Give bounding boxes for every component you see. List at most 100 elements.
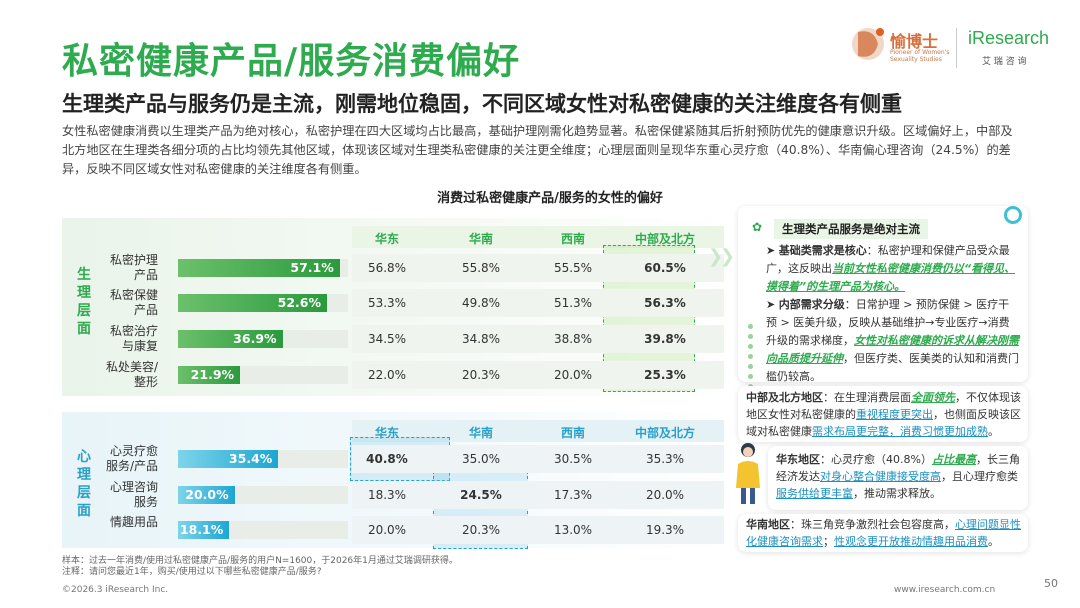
- bar: 21.9%: [178, 366, 241, 384]
- bar: 57.1%: [178, 259, 340, 277]
- column-header: 华南: [468, 232, 493, 246]
- insight-card4-hl1: 心理问题显性化健康咨询需求: [746, 518, 1021, 548]
- footnote-sample: 样本：过去一年消费/使用过私密健康产品/服务的用户N=1600，于2026年1月…: [62, 556, 458, 566]
- insight-card3-a: ：心灵疗愈（40.8%）: [820, 453, 932, 466]
- circle-deco-icon: [1004, 206, 1022, 224]
- yuboshi-logo-name: 愉博士: [890, 32, 939, 51]
- table-row: [352, 445, 724, 473]
- insight-card4-hl2: 性观念更开放推动情趣用品消费: [834, 535, 988, 548]
- table-cell: 19.3%: [645, 523, 685, 537]
- table-cell: 18.3%: [367, 488, 407, 502]
- insight-card2-b: ，不仅体现该地区女性对私密健康的: [746, 391, 1021, 421]
- insight-card1-p1-lead: 基础类需求是核心: [778, 244, 867, 257]
- table-row: [352, 254, 724, 282]
- row-label: 心灵疗愈 服务/产品: [105, 444, 158, 473]
- column-header: 中部及北方: [634, 426, 695, 440]
- row-label: 情趣用品: [109, 515, 158, 529]
- table-cell: 53.3%: [367, 296, 407, 310]
- page-subtitle: 生理类产品与服务仍是主流，刚需地位稳固，不同区域女性对私密健康的关注维度各有侧重: [62, 92, 902, 116]
- table-cell: 20.0%: [645, 488, 685, 502]
- bar: 18.1%: [178, 521, 230, 539]
- insight-card3-lead: 华东地区: [776, 453, 820, 466]
- table-cell: 25.3%: [644, 368, 686, 382]
- insight-card4-text: 华南地区：珠三角竞争激烈社会包容度高，心理问题显性化健康咨询需求；性观念更开放推…: [746, 516, 1022, 550]
- yuboshi-logo-sub2: Sexuality Studies: [890, 56, 942, 63]
- table-cell: 22.0%: [367, 368, 407, 382]
- bar: 52.6%: [178, 294, 328, 312]
- bar: 36.9%: [178, 330, 283, 348]
- decorative-dots-icon: [748, 324, 753, 389]
- insight-card3-text: 华东地区：心灵疗愈（40.8%）占比最高，长三角经济发达对身心整合健康接受度高，…: [776, 451, 1022, 502]
- row-label: 私处美容/ 整形: [105, 360, 158, 389]
- table-row: [352, 289, 724, 317]
- column-header: 华东: [374, 426, 399, 440]
- chevron-right-icon: ❯: [708, 246, 724, 267]
- copyright: ©2026.3 iResearch Inc.: [62, 585, 169, 595]
- row-label: 私密保健 产品: [109, 288, 158, 317]
- table-cell: 39.8%: [644, 332, 686, 346]
- insight-card2-text: 中部及北方地区：在生理消费层面全面领先，不仅体现该地区女性对私密健康的重视程度更…: [746, 389, 1022, 440]
- table-cell: 35.3%: [645, 452, 685, 466]
- table-cell: 20.3%: [461, 368, 501, 382]
- logo-divider: [956, 28, 957, 68]
- bar: 20.0%: [178, 486, 235, 504]
- insight-card2-hl2: 重视程度更突出: [856, 408, 933, 421]
- column-header: 华南: [468, 426, 493, 440]
- insight-card1-para1: ➤ 基础类需求是核心：私密护理和保健产品受众最广，这反映出当前女性私密健康消费仍…: [766, 244, 1016, 293]
- table-row: [352, 325, 724, 353]
- insight-card1-p2-b: ，但医疗类、医美类的认知和消费门槛仍较高。: [766, 352, 1019, 383]
- insight-card3-d: ，推动需求释放。: [853, 487, 941, 500]
- table-cell: 30.5%: [553, 452, 593, 466]
- page-title: 私密健康产品/服务消费偏好: [62, 41, 521, 82]
- insight-card2-lead: 中部及北方地区: [746, 391, 823, 404]
- table-cell: 55.8%: [461, 261, 501, 275]
- table-cell: 34.8%: [461, 332, 501, 346]
- website: www.iresearch.com.cn: [894, 585, 996, 595]
- table-cell: 40.8%: [366, 452, 408, 466]
- insight-card2-d: 。: [988, 425, 999, 438]
- insight-card1-p1-a: ：私密护理和保健产品受众最广，这反映出: [766, 244, 1010, 275]
- iresearch-logo-name: iResearch: [968, 28, 1050, 48]
- table-cell: 49.8%: [461, 296, 501, 310]
- insight-card1-para2: ➤ 内部需求分级：日常护理 > 预防保健 > 医疗干预 > 医美升级，反映从基础…: [766, 298, 1019, 383]
- insight-card-south: 华南地区：珠三角竞争激烈社会包容度高，心理问题显性化健康咨询需求；性观念更开放推…: [738, 514, 1028, 552]
- insight-card-north-central: 中部及北方地区：在生理消费层面全面领先，不仅体现该地区女性对私密健康的重视程度更…: [738, 386, 1028, 442]
- table-cell: 55.5%: [553, 261, 593, 275]
- insight-card1-text: ➤ 基础类需求是核心：私密护理和保健产品受众最广，这反映出当前女性私密健康消费仍…: [766, 242, 1020, 386]
- insight-card2-a: ：在生理消费层面: [823, 391, 911, 404]
- section-psychological-label: 心理层面: [77, 449, 91, 519]
- insight-card3-b: ，长三角经济发达: [776, 453, 1020, 483]
- insight-card1-p2-highlight: 女性对私密健康的诉求从解决刚需向品质提升延伸: [766, 334, 1019, 365]
- insight-card-physiological: ✿ 生理类产品服务是绝对主流 ➤ 基础类需求是核心：私密护理和保健产品受众最广，…: [738, 206, 1028, 389]
- column-header: 西南: [560, 232, 585, 246]
- table-cell: 56.8%: [367, 261, 407, 275]
- table-cell: 60.5%: [644, 261, 686, 275]
- table-cell: 24.5%: [460, 488, 502, 502]
- iresearch-logo-sub: 艾 瑞 咨 询: [982, 57, 1027, 67]
- column-header: 中部及北方: [634, 232, 695, 246]
- table-cell: 20.0%: [367, 523, 407, 537]
- insight-card1-p1-highlight: 当前女性私密健康消费仍以“看得见、摸得着”的生理产品为核心。: [766, 262, 1016, 293]
- section1-header-band: [352, 226, 724, 248]
- insight-card-east: 华东地区：心灵疗愈（40.8%）占比最高，长三角经济发达对身心整合健康接受度高，…: [768, 446, 1028, 510]
- yuboshi-logo: 愉博士 Pioneer of Women's Sexuality Studies: [848, 22, 958, 70]
- insight-card3-hl3: 服务供给更丰富: [776, 487, 853, 500]
- table-cell: 17.3%: [553, 488, 593, 502]
- insight-card3-c: ，且心理疗愈类: [941, 470, 1018, 483]
- table-row: [352, 516, 724, 544]
- insight-card1-heading: 生理类产品服务是绝对主流: [774, 219, 928, 239]
- table-cell: 56.3%: [644, 296, 686, 310]
- table-cell: 38.8%: [553, 332, 593, 346]
- footnote: 样本：过去一年消费/使用过私密健康产品/服务的用户N=1600，于2026年1月…: [62, 556, 458, 578]
- table-row: [352, 481, 724, 509]
- table-row: [352, 361, 724, 389]
- insight-card4-lead: 华南地区: [746, 518, 790, 531]
- row-label: 私密护理 产品: [109, 253, 158, 282]
- insight-card1-p2-a: ：日常护理 > 预防保健 > 医疗干预 > 医美升级，反映从基础维护→专业医疗→…: [766, 298, 1010, 347]
- yuboshi-logo-sub1: Pioneer of Women's: [890, 49, 950, 56]
- table-cell: 20.3%: [461, 523, 501, 537]
- insight-card4-c: 。: [988, 535, 999, 548]
- table-cell: 34.5%: [367, 332, 407, 346]
- table-cell: 35.0%: [461, 452, 501, 466]
- insight-card2-hl3: 需求布局更完整，消费习惯更加成熟: [812, 425, 988, 438]
